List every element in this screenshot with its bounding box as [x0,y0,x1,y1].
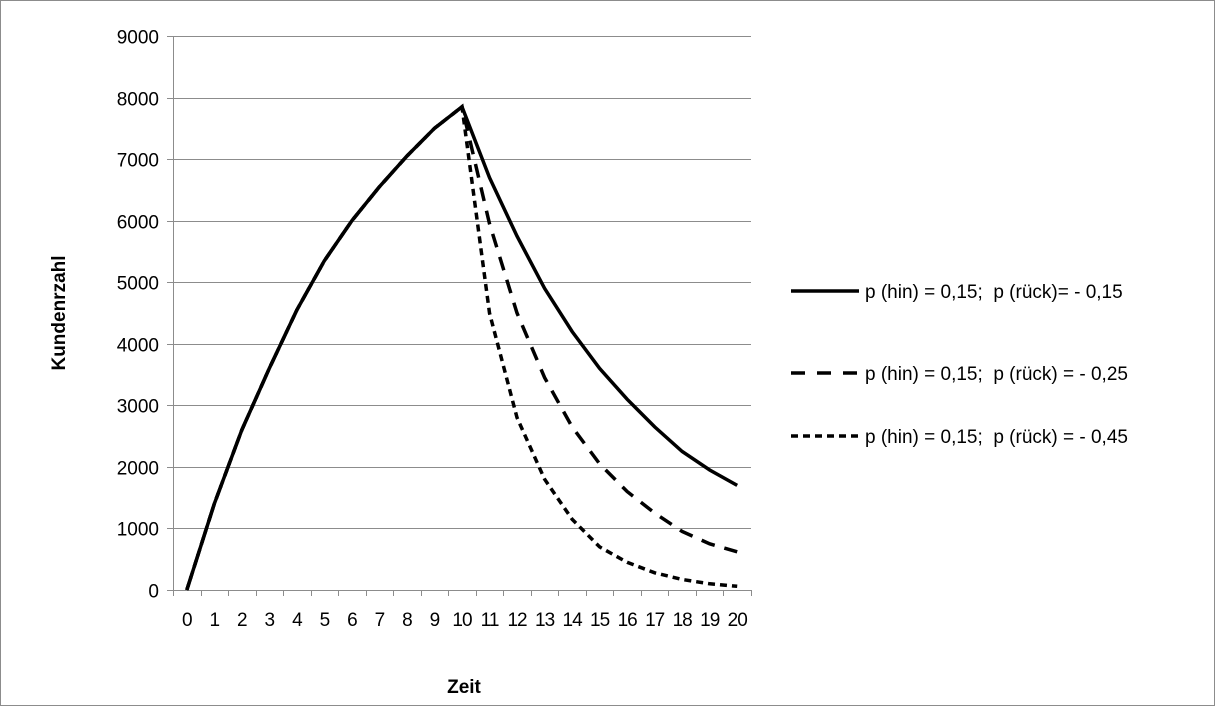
series-line [185,103,738,591]
legend-label: p (hin) = 0,15; p (rück)= - 0,15 [865,282,1123,303]
x-tick-label: 15 [590,610,610,631]
y-tick-label: 0 [148,582,159,603]
x-tick-label: 1 [209,610,219,631]
y-tick-label: 7000 [117,151,159,172]
x-tick-label: 18 [673,610,693,631]
x-tick-label: 10 [452,610,472,631]
legend: p (hin) = 0,15; p (rück)= - 0,15 p (hin) … [791,282,1128,448]
x-tick-label: 2 [237,610,247,631]
y-axis-title: Kundenrzahl [49,255,70,370]
series-line [185,103,739,591]
x-tick-label: 11 [481,610,499,631]
x-tick-label: 3 [265,610,275,631]
x-tick-label: 5 [320,610,330,631]
x-tick-label: 6 [347,610,357,631]
y-tick-label: 8000 [117,90,159,111]
y-tick-label: 9000 [117,28,159,49]
y-tick-labels: 0 1000 2000 3000 4000 5000 6000 7000 8000 9000 [117,28,159,603]
x-tick-label: 9 [430,610,440,631]
x-tick-label: 8 [402,610,412,631]
x-axis-ticks [167,36,752,596]
y-tick-label: 6000 [117,213,159,234]
y-tick-label: 4000 [117,336,159,357]
x-tick-label: 14 [563,610,584,631]
x-tick-label: 0 [182,610,192,631]
y-tick-label: 2000 [117,459,159,480]
x-tick-labels: 0 1 2 3 4 5 6 7 8 9 10 11 12 13 14 15 16 17 18 19 20 [182,610,748,631]
x-tick-label: 7 [375,610,385,631]
x-axis-title: Zeit [447,677,481,698]
legend-label: p (hin) = 0,15; p (rück) = - 0,45 [865,427,1128,448]
y-tick-label: 3000 [117,397,159,418]
legend-label: p (hin) = 0,15; p (rück) = - 0,25 [865,364,1128,385]
y-tick-label: 5000 [117,274,159,295]
gridlines [173,36,751,529]
x-tick-label: 16 [618,610,638,631]
x-tick-label: 12 [507,610,527,631]
x-tick-label: 20 [728,610,748,631]
y-tick-label: 1000 [117,520,159,541]
x-tick-label: 17 [645,610,665,631]
x-tick-label: 19 [700,610,720,631]
x-tick-label: 4 [292,610,303,631]
series-line [185,103,738,591]
series-lines [185,103,739,591]
x-tick-label: 13 [535,610,555,631]
